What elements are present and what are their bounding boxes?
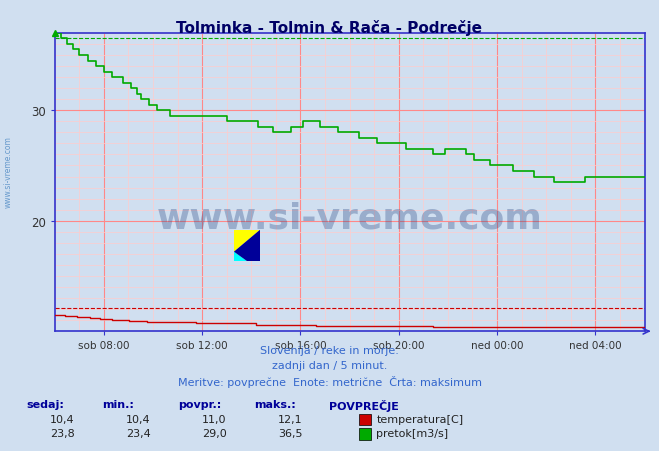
Text: 10,4: 10,4 (50, 414, 75, 424)
Text: sedaj:: sedaj: (26, 399, 64, 409)
Text: temperatura[C]: temperatura[C] (376, 414, 463, 424)
Polygon shape (234, 252, 247, 262)
Text: Tolminka - Tolmin & Rača - Podrečje: Tolminka - Tolmin & Rača - Podrečje (177, 20, 482, 36)
Polygon shape (234, 230, 260, 262)
Text: pretok[m3/s]: pretok[m3/s] (376, 428, 448, 438)
Text: 10,4: 10,4 (126, 414, 151, 424)
Text: 23,8: 23,8 (50, 428, 75, 438)
Text: www.si-vreme.com: www.si-vreme.com (157, 202, 542, 235)
Text: 36,5: 36,5 (277, 428, 302, 438)
Text: Slovenija / reke in morje.: Slovenija / reke in morje. (260, 345, 399, 355)
Text: 12,1: 12,1 (277, 414, 302, 424)
Text: min.:: min.: (102, 399, 134, 409)
Text: www.si-vreme.com: www.si-vreme.com (3, 135, 13, 207)
Text: zadnji dan / 5 minut.: zadnji dan / 5 minut. (272, 360, 387, 370)
Text: 29,0: 29,0 (202, 428, 227, 438)
Polygon shape (234, 230, 260, 252)
Text: maks.:: maks.: (254, 399, 295, 409)
Text: Meritve: povprečne  Enote: metrične  Črta: maksimum: Meritve: povprečne Enote: metrične Črta:… (177, 375, 482, 387)
Text: povpr.:: povpr.: (178, 399, 221, 409)
Text: POVPREČJE: POVPREČJE (330, 399, 399, 411)
Text: 11,0: 11,0 (202, 414, 227, 424)
Text: 23,4: 23,4 (126, 428, 151, 438)
